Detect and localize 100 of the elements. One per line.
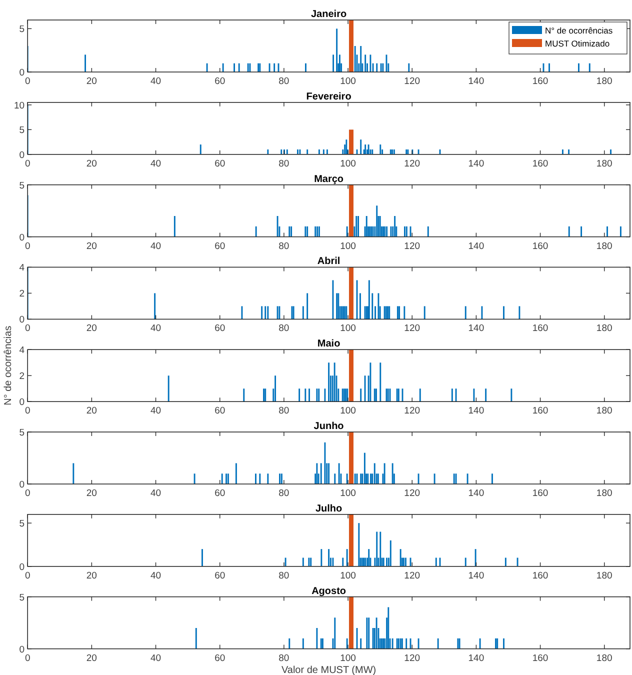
x-tick-label: 180 bbox=[596, 240, 612, 252]
x-tick-label: 140 bbox=[468, 652, 484, 664]
y-tick-label: 5 bbox=[19, 518, 25, 530]
x-tick-label: 80 bbox=[278, 240, 290, 252]
y-tick-label: 2 bbox=[19, 288, 25, 300]
x-tick-label: 80 bbox=[278, 323, 290, 334]
x-tick-label: 80 bbox=[278, 488, 290, 499]
x-tick-label: 180 bbox=[596, 323, 612, 334]
y-tick-label: 5 bbox=[19, 125, 25, 136]
x-tick-label: 100 bbox=[340, 76, 356, 87]
x-tick-label: 20 bbox=[86, 406, 97, 417]
x-tick-label: 20 bbox=[86, 240, 97, 252]
x-tick-label: 100 bbox=[340, 323, 356, 334]
x-tick-label: 60 bbox=[214, 158, 226, 170]
x-tick-label: 40 bbox=[150, 652, 162, 664]
y-tick-label: 5 bbox=[19, 24, 25, 36]
x-tick-label: 100 bbox=[340, 406, 356, 417]
x-tick-label: 140 bbox=[468, 406, 484, 417]
x-tick-label: 140 bbox=[468, 488, 484, 499]
y-tick-label: 2 bbox=[19, 371, 25, 382]
x-tick-label: 120 bbox=[404, 406, 420, 417]
y-tick-label: 5 bbox=[19, 180, 25, 192]
x-tick-label: 60 bbox=[214, 240, 226, 252]
bar bbox=[348, 596, 354, 649]
x-tick-label: 140 bbox=[468, 240, 484, 252]
x-tick-label: 100 bbox=[340, 240, 356, 252]
x-tick-label: 100 bbox=[340, 570, 356, 582]
x-tick-label: 20 bbox=[86, 570, 97, 582]
y-tick-label: 0 bbox=[19, 644, 25, 656]
y-tick-label: 0 bbox=[19, 397, 25, 408]
y-tick-label: 4 bbox=[19, 262, 25, 274]
x-tick-label: 180 bbox=[596, 570, 612, 582]
x-tick-label: 120 bbox=[404, 240, 420, 252]
x-tick-label: 20 bbox=[86, 488, 97, 499]
bar bbox=[348, 130, 354, 154]
x-tick-label: 60 bbox=[214, 652, 226, 664]
x-tick-label: 160 bbox=[532, 406, 548, 417]
x-tick-label: 140 bbox=[468, 570, 484, 582]
x-tick-label: 160 bbox=[532, 570, 548, 582]
x-tick-label: 140 bbox=[468, 323, 484, 334]
x-tick-label: 120 bbox=[404, 570, 420, 582]
chart-title: Agosto bbox=[312, 586, 346, 597]
y-tick-label: 10 bbox=[14, 100, 25, 112]
y-tick-label: 0 bbox=[19, 232, 25, 244]
x-tick-label: 40 bbox=[150, 406, 162, 417]
bar bbox=[348, 267, 354, 320]
x-tick-label: 160 bbox=[532, 158, 548, 170]
bar bbox=[348, 514, 354, 566]
x-tick-label: 160 bbox=[532, 323, 548, 334]
x-axis-title: Valor de MUST (MW) bbox=[281, 664, 376, 675]
x-tick-label: 120 bbox=[404, 76, 420, 87]
x-tick-label: 120 bbox=[404, 158, 420, 170]
x-tick-label: 60 bbox=[214, 323, 226, 334]
x-tick-label: 120 bbox=[404, 323, 420, 334]
x-tick-label: 60 bbox=[214, 570, 226, 582]
x-tick-label: 40 bbox=[150, 488, 162, 499]
y-tick-label: 0 bbox=[19, 68, 25, 78]
y-tick-label: 5 bbox=[19, 592, 25, 604]
x-tick-label: 40 bbox=[150, 570, 162, 582]
x-tick-label: 80 bbox=[278, 76, 290, 87]
x-tick-label: 160 bbox=[532, 76, 548, 87]
x-tick-label: 140 bbox=[468, 158, 484, 170]
x-tick-label: 180 bbox=[596, 488, 612, 499]
y-tick-label: 5 bbox=[19, 428, 25, 438]
x-tick-label: 80 bbox=[278, 406, 290, 417]
chart-title: Junho bbox=[314, 421, 344, 432]
y-axis-title: N° de ocorrências bbox=[3, 326, 14, 406]
x-tick-label: 40 bbox=[150, 240, 162, 252]
x-tick-label: 180 bbox=[596, 76, 612, 87]
bar bbox=[348, 20, 354, 72]
y-tick-label: 0 bbox=[19, 480, 25, 490]
x-tick-label: 60 bbox=[214, 76, 226, 87]
x-tick-label: 140 bbox=[468, 76, 484, 87]
x-tick-label: 160 bbox=[532, 240, 548, 252]
x-tick-label: 20 bbox=[86, 652, 97, 664]
chart-title: Julho bbox=[315, 503, 342, 514]
x-tick-label: 100 bbox=[340, 158, 356, 170]
x-tick-label: 120 bbox=[404, 488, 420, 499]
x-tick-label: 100 bbox=[340, 488, 356, 499]
x-tick-label: 20 bbox=[86, 76, 97, 87]
x-tick-label: 40 bbox=[150, 323, 162, 334]
y-tick-label: 4 bbox=[19, 345, 25, 356]
chart-title: Março bbox=[314, 174, 344, 185]
x-tick-label: 20 bbox=[86, 158, 97, 170]
bar bbox=[348, 350, 354, 402]
legend-label: N° de ocorrências bbox=[545, 26, 613, 36]
x-tick-label: 100 bbox=[340, 652, 356, 664]
x-tick-label: 180 bbox=[596, 652, 612, 664]
chart-title: Fevereiro bbox=[306, 91, 352, 102]
x-tick-label: 180 bbox=[596, 406, 612, 417]
chart-title: Abril bbox=[317, 256, 340, 268]
y-tick-label: 0 bbox=[19, 314, 25, 326]
x-tick-label: 180 bbox=[596, 158, 612, 170]
x-tick-label: 80 bbox=[278, 158, 290, 170]
x-tick-label: 20 bbox=[86, 323, 97, 334]
y-tick-label: 0 bbox=[19, 150, 25, 161]
x-tick-label: 60 bbox=[214, 406, 226, 417]
x-tick-label: 160 bbox=[532, 488, 548, 499]
x-tick-label: 60 bbox=[214, 488, 226, 499]
y-tick-label: 0 bbox=[19, 562, 25, 573]
